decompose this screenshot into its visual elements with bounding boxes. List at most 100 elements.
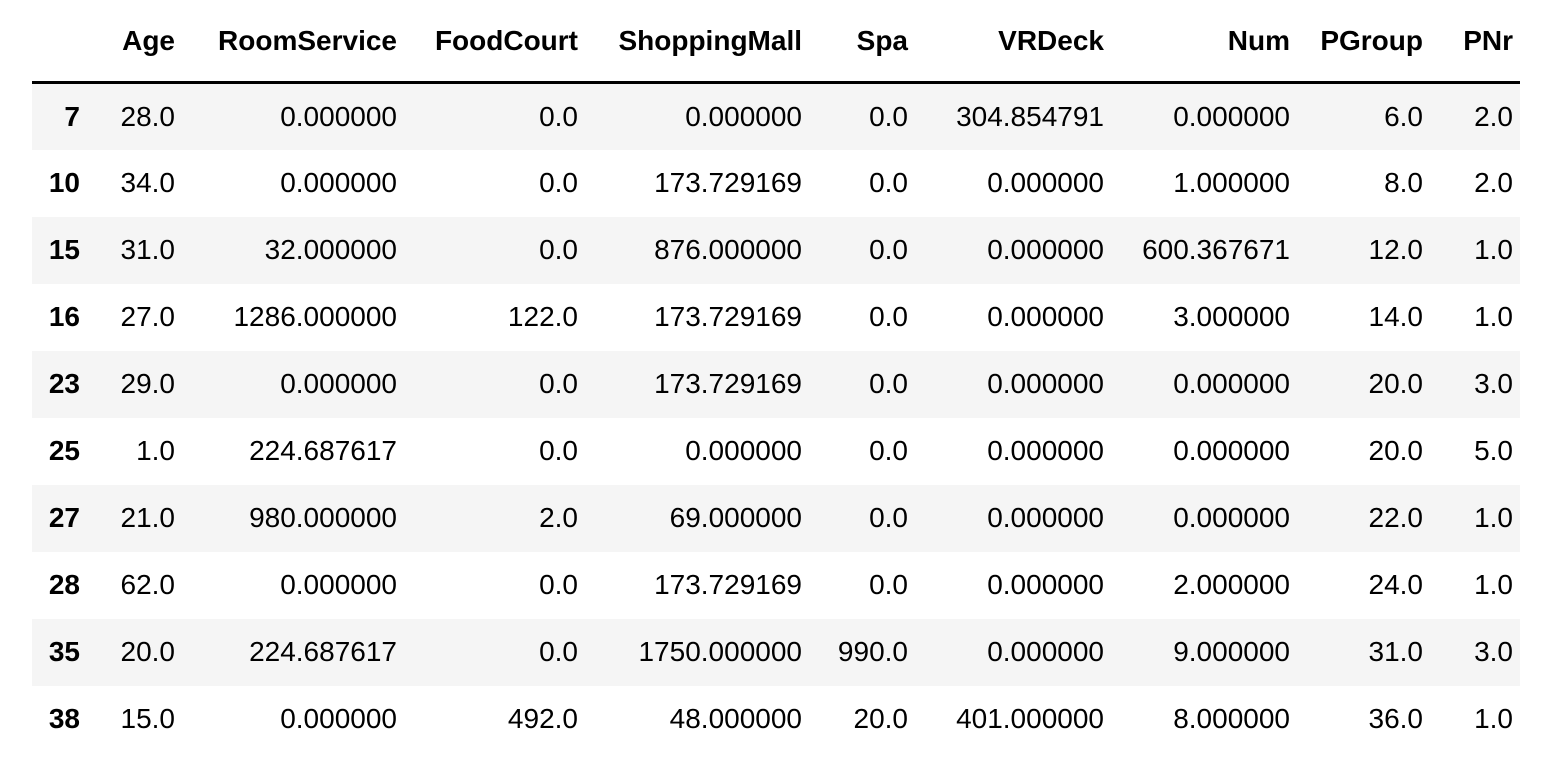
- table-row: 27 21.0 980.000000 2.0 69.000000 0.0 0.000000 0…: [32, 484, 1520, 552]
- cell-foodcourt: 0.0: [539, 368, 578, 399]
- cell-foodcourt: 0.0: [539, 636, 578, 667]
- cell-pnr: 1.0: [1474, 301, 1513, 332]
- cell-pnr: 2.0: [1474, 167, 1513, 198]
- cell-vrdeck: 0.000000: [987, 234, 1104, 265]
- row-index: 28: [48, 569, 80, 600]
- cell-num: 0.000000: [1173, 502, 1290, 533]
- table-row: 38 15.0 0.000000 492.0 48.000000 20.0 401.0000…: [32, 685, 1520, 753]
- column-header-roomservice: RoomService: [182, 0, 404, 84]
- cell-shoppingmall: 69.000000: [669, 502, 802, 533]
- table-row: 35 20.0 224.687617 0.0 1750.000000 990.0 0.000…: [32, 618, 1520, 686]
- cell-vrdeck: 0.000000: [987, 167, 1104, 198]
- dataframe-table: Age RoomService FoodCourt ShoppingMall Spa VR…: [32, 0, 1520, 753]
- cell-pgroup: 20.0: [1368, 368, 1424, 399]
- table-row: 15 31.0 32.000000 0.0 876.000000 0.0 0.000000 6…: [32, 216, 1520, 284]
- table-row: 16 27.0 1286.000000 122.0 173.729169 0.0 0.000…: [32, 283, 1520, 351]
- cell-vrdeck: 401.000000: [956, 703, 1104, 734]
- row-index: 25: [48, 435, 80, 466]
- dataframe-body: 7 28.0 0.000000 0.0 0.000000 0.0 304.854791 0.0…: [32, 82, 1520, 753]
- header-row: Age RoomService FoodCourt ShoppingMall Spa VR…: [32, 0, 1520, 84]
- corner-cell: [32, 0, 87, 84]
- cell-num: 0.000000: [1173, 368, 1290, 399]
- cell-num: 0.000000: [1173, 435, 1290, 466]
- column-header-vrdeck: VRDeck: [915, 0, 1111, 84]
- row-index: 15: [48, 234, 80, 265]
- cell-shoppingmall: 173.729169: [654, 167, 802, 198]
- cell-vrdeck: 0.000000: [987, 301, 1104, 332]
- cell-pgroup: 20.0: [1368, 435, 1424, 466]
- cell-vrdeck: 0.000000: [987, 368, 1104, 399]
- cell-pnr: 3.0: [1474, 368, 1513, 399]
- cell-pnr: 1.0: [1474, 703, 1513, 734]
- cell-spa: 0.0: [869, 301, 908, 332]
- cell-pnr: 3.0: [1474, 636, 1513, 667]
- cell-num: 0.000000: [1173, 100, 1290, 132]
- cell-spa: 0.0: [869, 502, 908, 533]
- cell-roomservice: 0.000000: [280, 703, 397, 734]
- row-index: 27: [48, 502, 80, 533]
- cell-spa: 0.0: [869, 368, 908, 399]
- cell-spa: 0.0: [869, 100, 908, 132]
- cell-roomservice: 224.687617: [249, 435, 397, 466]
- cell-age: 1.0: [136, 435, 175, 466]
- cell-shoppingmall: 0.000000: [685, 435, 802, 466]
- cell-shoppingmall: 48.000000: [669, 703, 802, 734]
- column-header-spa: Spa: [809, 0, 915, 84]
- cell-pgroup: 12.0: [1368, 234, 1424, 265]
- cell-spa: 20.0: [853, 703, 909, 734]
- cell-roomservice: 32.000000: [264, 234, 397, 265]
- cell-roomservice: 224.687617: [249, 636, 397, 667]
- cell-roomservice: 0.000000: [280, 100, 397, 132]
- column-header-pgroup: PGroup: [1297, 0, 1430, 84]
- cell-age: 28.0: [120, 100, 176, 132]
- cell-pgroup: 6.0: [1384, 100, 1423, 132]
- cell-shoppingmall: 0.000000: [685, 100, 802, 132]
- table-row: 7 28.0 0.000000 0.0 0.000000 0.0 304.854791 0.0…: [32, 82, 1520, 150]
- cell-num: 8.000000: [1173, 703, 1290, 734]
- dataframe-header: Age RoomService FoodCourt ShoppingMall Spa VR…: [32, 0, 1520, 84]
- cell-pnr: 1.0: [1474, 234, 1513, 265]
- cell-vrdeck: 0.000000: [987, 636, 1104, 667]
- cell-age: 15.0: [120, 703, 176, 734]
- cell-pgroup: 36.0: [1368, 703, 1424, 734]
- cell-pgroup: 31.0: [1368, 636, 1424, 667]
- cell-num: 1.000000: [1173, 167, 1290, 198]
- cell-shoppingmall: 173.729169: [654, 368, 802, 399]
- cell-age: 34.0: [120, 167, 176, 198]
- cell-shoppingmall: 876.000000: [654, 234, 802, 265]
- cell-age: 31.0: [120, 234, 176, 265]
- cell-spa: 0.0: [869, 435, 908, 466]
- cell-num: 3.000000: [1173, 301, 1290, 332]
- column-header-age: Age: [87, 0, 182, 84]
- cell-foodcourt: 0.0: [539, 234, 578, 265]
- cell-roomservice: 0.000000: [280, 569, 397, 600]
- table-row: 10 34.0 0.000000 0.0 173.729169 0.0 0.000000 1.…: [32, 149, 1520, 217]
- cell-age: 27.0: [120, 301, 176, 332]
- cell-vrdeck: 0.000000: [987, 502, 1104, 533]
- cell-vrdeck: 0.000000: [987, 569, 1104, 600]
- cell-roomservice: 1286.000000: [233, 301, 397, 332]
- cell-age: 20.0: [120, 636, 176, 667]
- row-index: 23: [48, 368, 80, 399]
- cell-pgroup: 24.0: [1368, 569, 1424, 600]
- table-row: 28 62.0 0.000000 0.0 173.729169 0.0 0.000000 2.…: [32, 551, 1520, 619]
- cell-roomservice: 980.000000: [249, 502, 397, 533]
- cell-age: 21.0: [120, 502, 176, 533]
- column-header-shoppingmall: ShoppingMall: [585, 0, 809, 84]
- cell-roomservice: 0.000000: [280, 167, 397, 198]
- cell-pgroup: 22.0: [1368, 502, 1424, 533]
- table-row: 23 29.0 0.000000 0.0 173.729169 0.0 0.000000 0.…: [32, 350, 1520, 418]
- cell-pnr: 2.0: [1474, 100, 1513, 132]
- cell-num: 600.367671: [1142, 234, 1290, 265]
- table-row: 25 1.0 224.687617 0.0 0.000000 0.0 0.000000 0.0…: [32, 417, 1520, 485]
- cell-pnr: 1.0: [1474, 502, 1513, 533]
- cell-pgroup: 8.0: [1384, 167, 1423, 198]
- cell-foodcourt: 0.0: [539, 569, 578, 600]
- cell-spa: 0.0: [869, 569, 908, 600]
- row-index: 16: [48, 301, 80, 332]
- cell-pnr: 5.0: [1474, 435, 1513, 466]
- cell-foodcourt: 2.0: [539, 502, 578, 533]
- dataframe-output: Age RoomService FoodCourt ShoppingMall Spa VR…: [32, 0, 1520, 753]
- cell-roomservice: 0.000000: [280, 368, 397, 399]
- cell-foodcourt: 122.0: [507, 301, 578, 332]
